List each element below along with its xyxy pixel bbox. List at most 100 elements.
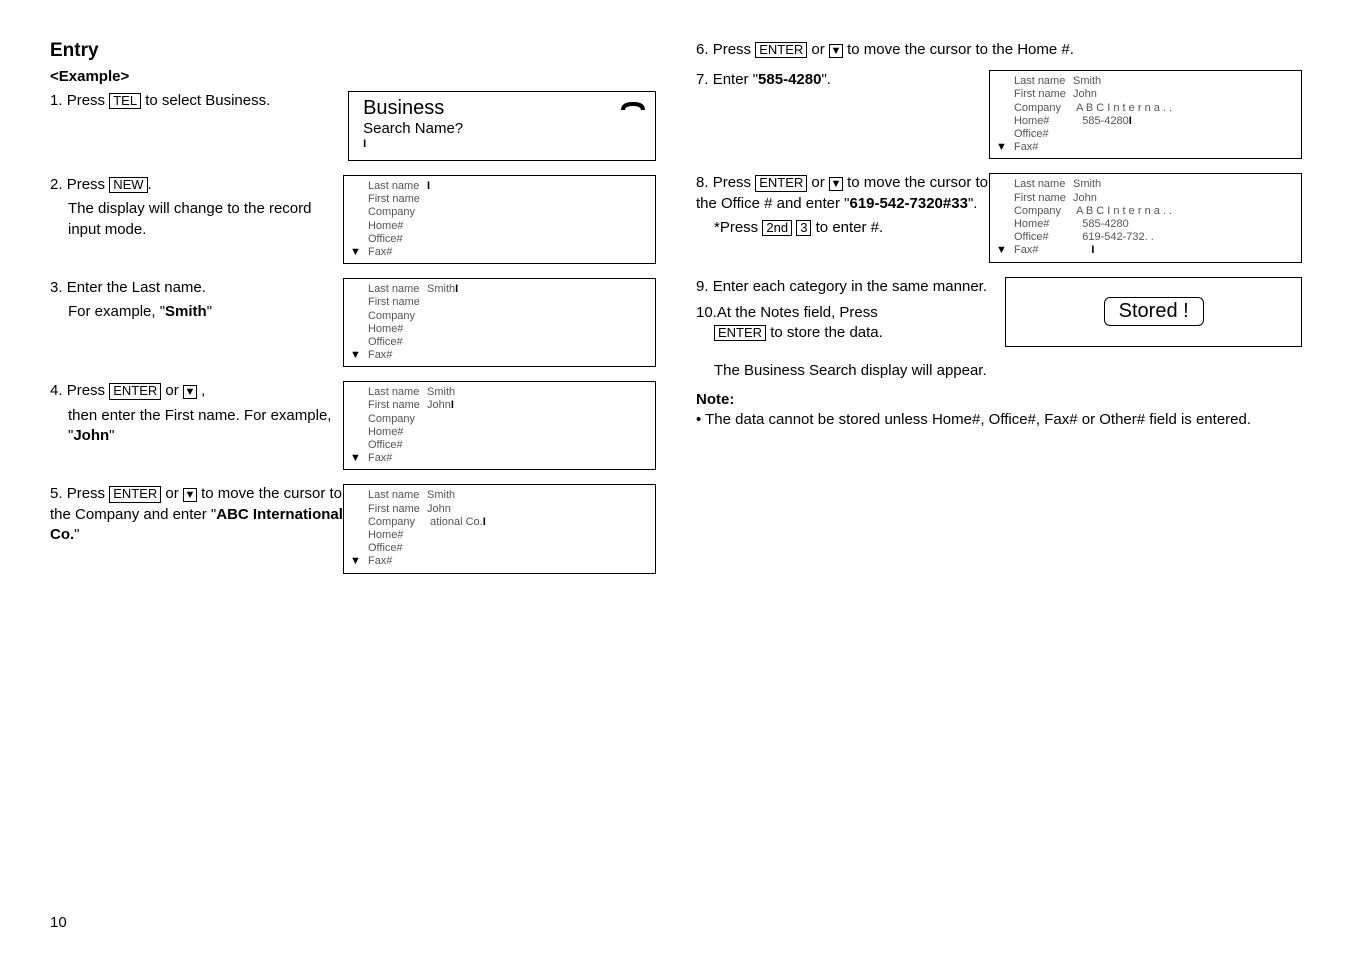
key-down-4: ▼ [183,385,197,399]
key-tel: TEL [109,93,141,109]
step-4-row: 4. Press ENTER or ▼ , then enter the Fir… [50,381,656,470]
step-8-num: 8. [696,174,709,191]
lcd-step7: Last name Smith First name John Company … [989,70,1302,159]
step-2-num: 2. [50,176,63,193]
step-4-indent-b: " [109,427,114,444]
step-10-num: 10. [696,304,717,321]
key-enter-6: ENTER [755,42,807,58]
step-6-num: 6. [696,41,709,58]
step-10-indent: The Business Search display will appear. [696,361,1302,381]
lcd-business-sub: Search Name? [363,120,647,138]
lcd-cursor: I [363,138,647,151]
step-2-row: 2. Press NEW. The display will change to… [50,175,656,264]
note-body: • The data cannot be stored unless Home#… [696,410,1302,430]
lcd5-john: John [427,503,451,516]
step-5-text: 5. Press ENTER or ▼ to move the cursor t… [50,484,343,545]
lcd-cursor-2: I [427,180,430,192]
key-2nd: 2nd [762,220,792,236]
right-column: 6. Press ENTER or ▼ to move the cursor t… [696,40,1302,931]
step-8-indent-a: *Press [714,219,762,236]
step-8-indent-b: to enter #. [811,219,883,236]
lcd8-home: Home# [1014,218,1070,231]
step-10: 10.At the Notes field, Press ENTER to st… [696,303,1005,344]
step-8-bold: 619-542-7320#33 [849,195,967,212]
lcd4-fax: Fax# [368,452,424,465]
step-4-indent: then enter the First name. For example, … [50,406,343,447]
lcd-step2: Last name I First name Company Home# Off… [343,175,656,264]
key-new: NEW [109,177,147,193]
lcd-business: Business Search Name? I [348,91,656,161]
step-5-row: 5. Press ENTER or ▼ to move the cursor t… [50,484,656,573]
step-3-indent-b: " [207,303,212,320]
step-3-bold: Smith [165,303,207,320]
step-3-num: 3. [50,279,63,296]
step-6-b: to move the cursor to the Home #. [843,41,1074,58]
key-down-8: ▼ [829,177,843,191]
left-column: Entry <Example> 1. Press TEL to select B… [50,40,656,931]
step-6-text: 6. Press ENTER or ▼ to move the cursor t… [696,40,1302,60]
lcd-stored: Stored ! [1005,277,1302,347]
lcd-office-label: Office# [368,233,424,246]
lcd-cursor-8: I [1091,244,1094,256]
step-7-b: ". [821,71,831,88]
step-10-b: to store the data. [766,324,883,341]
down-arrow-icon-7: ▼ [996,141,1007,154]
step-7-a: Enter " [713,71,758,88]
lcd8-john: John [1073,192,1097,205]
step-6-a: Press [713,41,756,58]
step-4-b: , [197,382,205,399]
lcd3-fax: Fax# [368,349,424,362]
step-7-row: 7. Enter "585-4280". Last name Smith Fir… [696,70,1302,159]
lcd8-home-val: 585-4280 [1082,218,1129,231]
lcd5-first: First name [368,503,424,516]
lcd8-first: First name [1014,192,1070,205]
lcd7-office: Office# [1014,128,1070,141]
step-7-text: 7. Enter "585-4280". [696,70,989,90]
lcd5-fax: Fax# [368,555,424,568]
lcd-cursor-7: I [1129,115,1132,127]
key-enter-5: ENTER [109,486,161,502]
step-4-mid: or [161,382,183,399]
step-5-num: 5. [50,485,63,502]
lcd5-home: Home# [368,529,424,542]
lcd8-fax: Fax# [1014,244,1070,257]
step-2-indent: The display will change to the record in… [50,199,343,240]
step-3-a: Enter the Last name. [67,279,206,296]
lcd7-home: Home# [1014,115,1070,128]
lcd4-john: John [427,399,451,412]
step-9-a: Enter each category in the same manner. [713,278,987,295]
step-2-a: Press [67,176,110,193]
step-1-text: 1. Press TEL to select Business. [50,91,348,111]
step-8-text: 8. Press ENTER or ▼ to move the cursor t… [696,173,989,238]
step-5-c: " [74,526,79,543]
step-3-indent: For example, "Smith" [50,302,343,322]
step-9: 9. Enter each category in the same manne… [696,277,1005,297]
lcd8-abc: A B C I n t e r n a . . [1076,205,1172,218]
lcd7-last: Last name [1014,75,1070,88]
lcd-company-label: Company [368,206,424,219]
step-9-10-text: 9. Enter each category in the same manne… [696,277,1005,344]
step-1-num: 1. [50,92,63,109]
lcd3-first: First name [368,296,424,309]
lcd8-office-val: 619-542-732. . [1082,231,1154,244]
lcd7-smith: Smith [1073,75,1101,88]
down-arrow-icon-4: ▼ [350,452,361,465]
lcd-business-title: Business [363,96,647,120]
heading-entry: Entry [50,40,656,62]
lcd3-last: Last name [368,283,424,296]
lcd8-office: Office# [1014,231,1070,244]
step-1-row: 1. Press TEL to select Business. Busines… [50,91,656,161]
step-9-10-row: 9. Enter each category in the same manne… [696,277,1302,347]
down-arrow-icon: ▼ [350,246,361,259]
step-6-mid: or [807,41,829,58]
lcd4-company: Company [368,413,424,426]
lcd7-home-val: 585-4280 [1082,115,1129,128]
key-enter-4: ENTER [109,383,161,399]
lcd-last-label: Last name [368,180,424,193]
step-7-bold: 585-4280 [758,71,821,88]
step-10-enter-wrap: ENTER to store the data. [696,323,883,343]
lcd4-office: Office# [368,439,424,452]
lcd7-company: Company [1014,102,1070,115]
lcd5-company: Company [368,516,424,529]
step-4-text: 4. Press ENTER or ▼ , then enter the Fir… [50,381,343,446]
